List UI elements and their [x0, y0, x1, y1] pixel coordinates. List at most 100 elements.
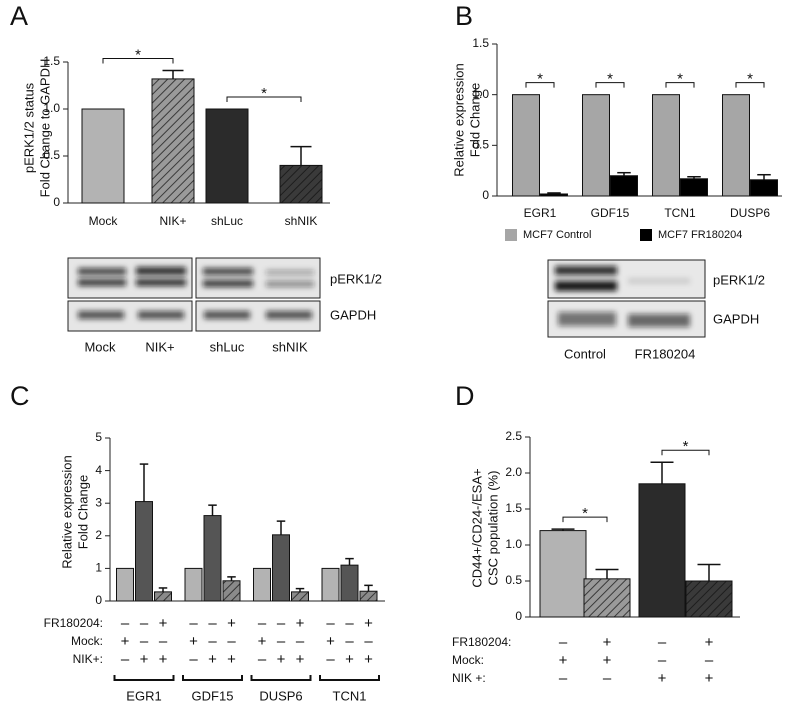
- y-axis-title: Relative expression: [59, 455, 74, 568]
- condition-sign: –: [121, 615, 130, 632]
- bar: [222, 580, 241, 602]
- condition-sign: –: [277, 615, 286, 632]
- error-bar: [139, 463, 149, 502]
- condition-sign: +: [121, 633, 130, 650]
- condition-sign: –: [603, 670, 612, 687]
- error-bar: [162, 69, 184, 79]
- condition-sign: –: [705, 652, 714, 669]
- condition-sign: –: [559, 634, 568, 651]
- condition-sign: +: [159, 651, 168, 668]
- significance-label: *: [677, 71, 683, 88]
- condition-label: NIK+:: [73, 652, 103, 666]
- x-tick-label: EGR1: [126, 688, 161, 703]
- bar: [253, 567, 271, 602]
- error-bar: [687, 175, 701, 179]
- y-tick-label: 0: [515, 609, 522, 623]
- y-tick-label: 2.5: [505, 429, 522, 443]
- condition-label: FR180204:: [44, 616, 103, 630]
- error-bar: [290, 145, 312, 166]
- x-tick-label: shNIK: [285, 214, 318, 228]
- condition-sign: +: [326, 633, 335, 650]
- significance-label: *: [747, 71, 753, 88]
- condition-sign: +: [603, 634, 612, 651]
- panel-label: A: [10, 1, 28, 31]
- y-tick-label: 1.5: [43, 54, 60, 68]
- significance-label: *: [261, 85, 267, 102]
- significance-bracket: [102, 57, 174, 64]
- y-tick-label: 0: [53, 195, 60, 209]
- bar: [512, 94, 540, 197]
- y-axis-title: pERK1/2 status: [21, 82, 36, 173]
- blot-lane-label: Control: [564, 346, 606, 361]
- x-tick-label: EGR1: [524, 206, 557, 220]
- bar: [340, 564, 359, 602]
- error-bar: [208, 504, 217, 516]
- significance-bracket: [226, 96, 302, 102]
- y-tick-label: 0: [95, 593, 102, 607]
- condition-sign: –: [658, 652, 667, 669]
- condition-sign: +: [364, 615, 373, 632]
- condition-sign: +: [296, 615, 305, 632]
- condition-sign: +: [364, 651, 373, 668]
- bar: [279, 164, 323, 204]
- error-bar: [697, 563, 721, 581]
- condition-sign: +: [296, 651, 305, 668]
- blot-row-label: GAPDH: [330, 307, 376, 322]
- significance-label: *: [135, 46, 141, 63]
- x-tick-label: Mock: [89, 214, 119, 228]
- blot-lane-label: NIK+: [145, 339, 174, 354]
- condition-sign: –: [140, 615, 149, 632]
- condition-sign: –: [258, 615, 267, 632]
- condition-sign: –: [140, 633, 149, 650]
- condition-sign: +: [258, 633, 267, 650]
- condition-sign: +: [705, 670, 714, 687]
- y-axis-title: Fold Change: [467, 83, 482, 157]
- bar: [203, 515, 222, 602]
- bar: [638, 483, 686, 618]
- y-tick-label: 0.5: [43, 148, 60, 162]
- condition-sign: –: [559, 670, 568, 687]
- condition-label: Mock:: [71, 634, 103, 648]
- panel-label: C: [10, 381, 30, 411]
- condition-sign: –: [277, 633, 286, 650]
- bar: [685, 580, 733, 618]
- blot-lane-label: shLuc: [210, 339, 245, 354]
- y-tick-label: 3: [95, 495, 102, 509]
- condition-sign: –: [189, 615, 198, 632]
- legend-swatch: [505, 229, 517, 241]
- x-tick-label: NIK+: [159, 214, 186, 228]
- bar: [135, 501, 153, 602]
- significance-bracket: [735, 82, 765, 88]
- blot-lane-label: FR180204: [635, 346, 696, 361]
- condition-sign: +: [159, 615, 168, 632]
- y-tick-label: 2: [95, 528, 102, 542]
- bar: [722, 94, 750, 197]
- x-tick-label: DUSP6: [259, 688, 302, 703]
- error-bar: [295, 587, 305, 592]
- condition-sign: +: [189, 633, 198, 650]
- condition-sign: –: [208, 615, 217, 632]
- panel-label: B: [455, 1, 473, 31]
- condition-sign: –: [364, 633, 373, 650]
- condition-sign: +: [603, 652, 612, 669]
- blot-lane-label: shNIK: [272, 339, 308, 354]
- y-tick-label: 1.0: [505, 537, 522, 551]
- group-bracket: [319, 675, 380, 681]
- legend-label: MCF7 Control: [523, 229, 591, 241]
- condition-sign: +: [658, 670, 667, 687]
- blot-lane-label: Mock: [84, 339, 116, 354]
- condition-sign: –: [189, 651, 198, 668]
- y-tick-label: 5: [95, 430, 102, 444]
- significance-label: *: [683, 438, 689, 455]
- x-tick-label: TCN1: [664, 206, 696, 220]
- condition-label: Mock:: [452, 653, 484, 667]
- bar: [81, 108, 125, 204]
- condition-sign: +: [227, 615, 236, 632]
- condition-sign: –: [159, 633, 168, 650]
- group-bracket: [182, 675, 243, 681]
- condition-label: FR180204:: [452, 635, 511, 649]
- condition-label: NIK +:: [452, 671, 486, 685]
- y-axis-title: Fold Change to GAPDH: [37, 59, 52, 198]
- y-axis-title: CSC population (%): [485, 471, 500, 586]
